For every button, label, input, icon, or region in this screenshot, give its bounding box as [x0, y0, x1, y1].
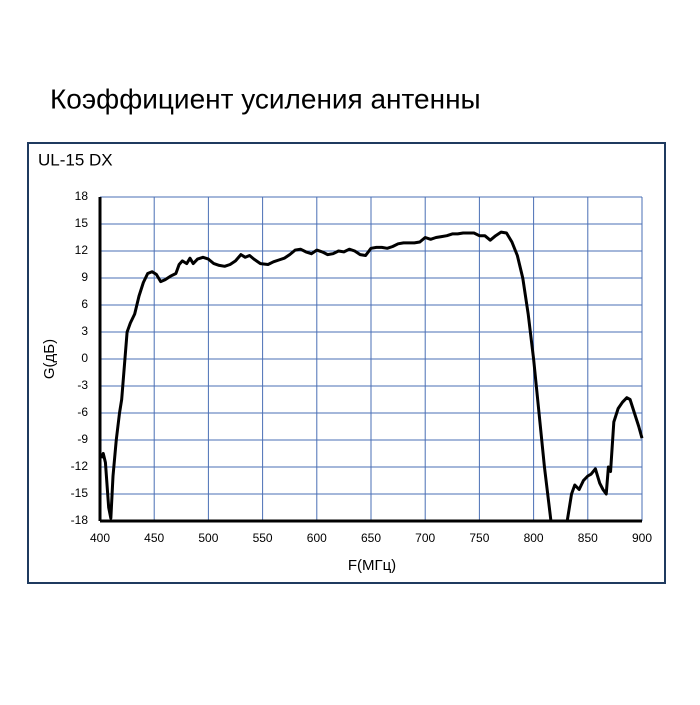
y-tick-label: -6 — [77, 405, 88, 419]
y-tick-label: -9 — [77, 432, 88, 446]
x-tick-label: 600 — [307, 531, 327, 545]
y-axis-label: G(дБ) — [41, 339, 58, 379]
y-tick-label: 9 — [81, 270, 88, 284]
x-axis-label: F(МГц) — [348, 557, 396, 574]
x-tick-label: 400 — [90, 531, 110, 545]
chart-frame — [27, 142, 666, 584]
y-tick-label: 6 — [81, 297, 88, 311]
y-tick-label: 3 — [81, 324, 88, 338]
x-tick-label: 550 — [253, 531, 273, 545]
y-tick-label: -18 — [71, 513, 89, 527]
x-tick-label: 750 — [469, 531, 489, 545]
y-tick-label: -3 — [77, 378, 88, 392]
y-tick-label: 15 — [75, 216, 89, 230]
x-tick-label: 650 — [361, 531, 381, 545]
x-tick-label: 500 — [198, 531, 218, 545]
y-tick-label: -12 — [71, 459, 89, 473]
y-tick-label: 0 — [81, 351, 88, 365]
chart-title: Коэффициент усиления антенны — [50, 83, 481, 114]
y-tick-label: 18 — [75, 189, 89, 203]
x-tick-label: 700 — [415, 531, 435, 545]
y-tick-label: -15 — [71, 486, 89, 500]
data-line — [99, 230, 644, 522]
x-tick-label: 800 — [524, 531, 544, 545]
x-tick-label: 900 — [632, 531, 652, 545]
y-tick-label: 12 — [75, 243, 89, 257]
x-tick-label: 850 — [578, 531, 598, 545]
x-tick-label: 450 — [144, 531, 164, 545]
chart-subtitle: UL-15 DX — [38, 150, 113, 169]
